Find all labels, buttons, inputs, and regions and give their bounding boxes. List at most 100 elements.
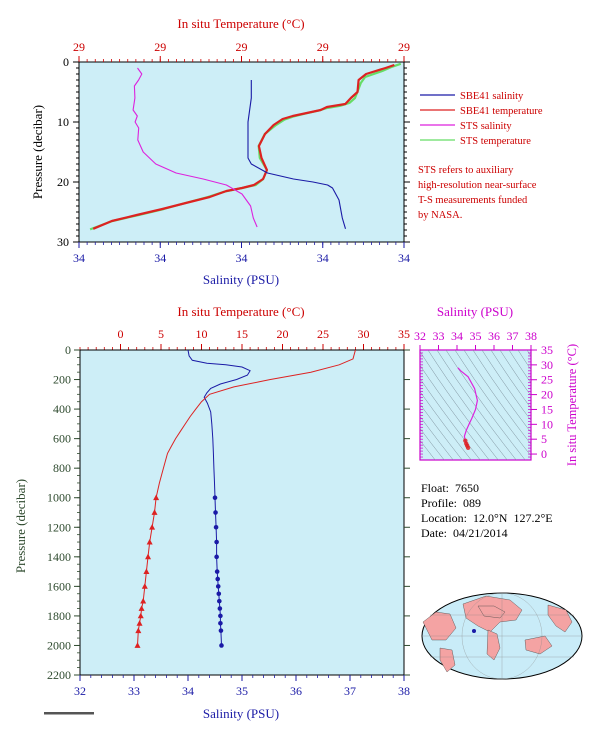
salinity-point — [215, 584, 221, 589]
density-contour — [490, 350, 531, 409]
top-axis-tick-label: 29 — [317, 40, 329, 54]
temperature-point — [141, 583, 148, 589]
ts-salinity-tick-label: 35 — [470, 329, 482, 343]
salinity-point — [218, 620, 223, 626]
density-contour — [526, 350, 531, 357]
density-contour — [420, 391, 472, 460]
temperature-point — [135, 627, 142, 634]
pressure-tick-label: 1800 — [47, 609, 71, 623]
bottom-axis-tick-label: 34 — [154, 251, 166, 265]
density-contour — [508, 350, 531, 384]
pressure-tick-label: 200 — [53, 373, 71, 387]
ts-salinity-tick-label: 34 — [451, 329, 463, 343]
ts-salinity-tick-label: 38 — [525, 329, 537, 343]
salinity-point — [214, 569, 220, 574]
temperature-tick-label: 15 — [236, 327, 248, 341]
salinity-tick-label: 34 — [182, 684, 194, 698]
bottom-panel-salinity-ticks: 32 33 34 35 36 37 38 — [74, 675, 410, 698]
temperature-point — [136, 620, 143, 626]
ts-diagram-density-contours — [420, 350, 531, 460]
salinity-tick-label: 33 — [128, 684, 140, 698]
top-panel-pressure-ticks: 0 10 20 30 — [57, 55, 410, 249]
salinity-tick-label: 37 — [344, 684, 356, 698]
density-contour — [427, 350, 508, 460]
density-contour — [472, 350, 531, 433]
ts-temperature-tick-label: 0 — [541, 447, 547, 461]
bottom-axis-tick-label: 34 — [236, 251, 248, 265]
pressure-tick-label: 400 — [53, 402, 71, 416]
salinity-tick-label: 36 — [290, 684, 302, 698]
ts-diagram-title: Salinity (PSU) — [437, 304, 513, 319]
ts-diagram-series — [457, 367, 479, 451]
salinity-point — [217, 606, 223, 611]
salinity-point — [218, 628, 224, 633]
pressure-tick-label: 1400 — [47, 550, 71, 564]
bottom-panel-pressure-ticks: 0 200 400 600 800 1000 1200 1400 1600 1800 2000 220… — [47, 343, 410, 682]
legend-label: STS salinity — [460, 121, 512, 132]
top-panel-salinity-ticks: 34 34 34 34 34 — [73, 242, 410, 265]
profile-number: Profile: 089 — [421, 496, 481, 510]
ts-temperature-tick-label: 15 — [541, 402, 553, 416]
pressure-tick-label: 600 — [53, 432, 71, 446]
bottom-panel-xlabel: Salinity (PSU) — [203, 706, 279, 721]
temperature-point — [134, 642, 141, 648]
temperature-tick-label: 25 — [317, 327, 329, 341]
top-axis-tick-label: 29 — [154, 40, 166, 54]
temperature-point — [146, 538, 153, 545]
bottom-panel-temperature-ticks: 0 5 10 15 20 25 30 35 — [79, 327, 410, 350]
pressure-tick-label: 1200 — [47, 520, 71, 534]
density-contour — [420, 403, 463, 460]
salinity-point — [212, 495, 218, 501]
sts-note-line: high-resolution near-surface — [418, 180, 537, 191]
salinity-point — [218, 613, 223, 619]
pressure-tick-label: 1600 — [47, 579, 71, 593]
sts-note-line: T-S measurements funded — [418, 195, 528, 206]
temperature-point — [143, 568, 150, 574]
ts-temperature-tick-label: 5 — [541, 432, 547, 446]
bottom-axis-tick-label: 34 — [398, 251, 410, 265]
ts-deep-point — [465, 445, 471, 451]
temperature-tick-label: 5 — [158, 327, 164, 341]
pressure-tick-label: 1000 — [47, 491, 71, 505]
top-axis-tick-label: 29 — [236, 40, 248, 54]
sts-note-line: STS refers to auxiliary — [418, 165, 514, 176]
sbe41-salinity-line — [247, 80, 347, 229]
density-contour — [436, 350, 517, 460]
temperature-tick-label: 30 — [358, 327, 370, 341]
sbe41-temperature-line — [92, 63, 395, 230]
ts-temperature-tick-label: 10 — [541, 417, 553, 431]
top-panel-temperature-ticks: 29 29 29 29 29 — [73, 40, 410, 62]
ts-temperature-tick-label: 35 — [541, 343, 553, 357]
salinity-point — [215, 576, 220, 582]
bottom-panel-ylabel: Pressure (decibar) — [13, 479, 28, 573]
ts-temperature-tick-label: 25 — [541, 373, 553, 387]
pressure-tick-label: 30 — [57, 235, 69, 249]
salinity-point — [214, 554, 219, 560]
salinity-point — [213, 524, 219, 530]
bottom-panel-plot-area — [79, 349, 405, 676]
density-contour — [420, 351, 499, 460]
salinity-point — [219, 643, 224, 648]
sts-salinity-line — [132, 67, 258, 228]
pressure-tick-label: 20 — [57, 175, 69, 189]
temperature-point — [138, 605, 145, 611]
ts-salinity-tick-label: 32 — [414, 329, 426, 343]
near-surface-panel: In situ Temperature (°C) 29 29 29 29 29 0 10 2… — [30, 16, 410, 287]
density-contour — [481, 350, 531, 421]
map-graticule — [422, 592, 582, 680]
location: Location: 12.0°N 127.2°E — [421, 511, 553, 525]
ts-diagram-panel: Salinity (PSU) 32 33 34 35 36 37 38 0510152025… — [414, 304, 579, 466]
ts-diagram-plot-area — [419, 349, 532, 461]
top-panel-xlabel: Salinity (PSU) — [203, 272, 279, 287]
legend: SBE41 salinity SBE41 temperature STS salin… — [420, 91, 543, 147]
ts-diagram-ylabel: In situ Temperature (°C) — [565, 344, 579, 466]
top-panel-temperature-title: In situ Temperature (°C) — [177, 16, 304, 31]
top-panel-plot-area — [78, 61, 405, 243]
pressure-tick-label: 2000 — [47, 638, 71, 652]
density-contour — [420, 364, 490, 460]
salinity-point — [213, 510, 218, 515]
salinity-profile-line — [187, 349, 251, 646]
temperature-point — [151, 509, 158, 515]
